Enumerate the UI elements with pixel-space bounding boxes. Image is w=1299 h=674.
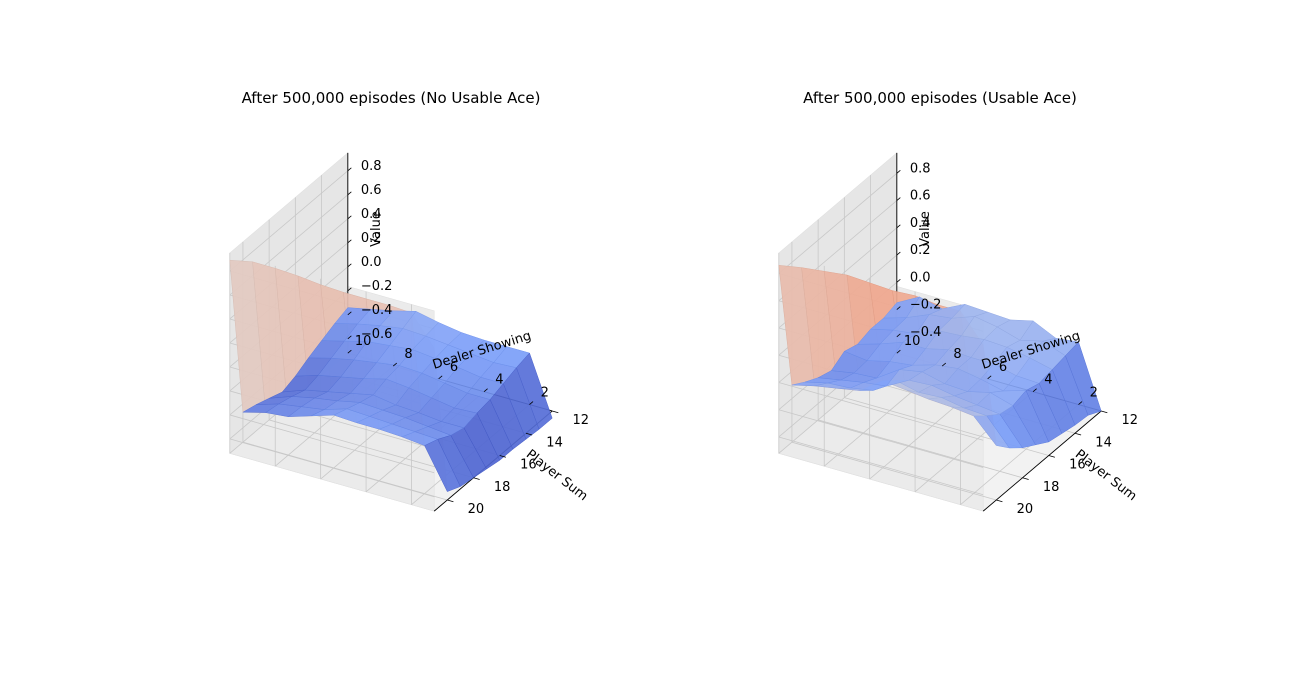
x-tick-mark (987, 375, 992, 380)
surface (229, 259, 553, 492)
gridline-z (778, 382, 984, 441)
z-tick-label: 0.6 (910, 189, 931, 204)
gridline-y (242, 441, 448, 501)
y-tick-label: 14 (546, 435, 563, 450)
y-tick-label: 20 (468, 502, 485, 517)
z-tick-mark (896, 197, 901, 201)
y-tick-mark (499, 455, 506, 458)
x-tick-mark (438, 375, 443, 380)
z-tick-label: −0.4 (910, 325, 942, 340)
z-tick-mark (896, 306, 901, 310)
z-tick-mark (347, 287, 352, 292)
z-tick-label: 0.8 (361, 159, 382, 174)
z-tick-mark (896, 251, 901, 256)
y-tick-mark (1022, 477, 1029, 480)
x-tick-mark (941, 362, 947, 367)
x-tick-label: 4 (495, 373, 503, 388)
z-tick-mark (896, 333, 901, 338)
z-axis-label: Value (369, 211, 384, 247)
gridline-z (229, 414, 435, 474)
x-tick-mark (392, 362, 398, 367)
x-tick-label: 10 (355, 334, 372, 349)
plot-no-usable-ace: 2 4 6 8 10 12 14 16 18 20 −0.6 −0.4 −0.2 0.0 0.2 0.4 0.6… (229, 89, 590, 517)
x-tick-mark (347, 349, 352, 354)
z-tick-mark (347, 263, 352, 268)
gridline-z (229, 438, 435, 498)
y-tick-label: 20 (1017, 502, 1034, 517)
tick-labels: 2 4 6 8 10 12 14 16 18 20 −0.6 −0.4 −0.2 0.0 0.2 0.4 0.6… (347, 159, 590, 517)
z-tick-label: 0.6 (361, 183, 382, 198)
z-tick-mark (896, 169, 901, 174)
gridline-y (818, 419, 1023, 479)
z-tick-label: 0.2 (910, 243, 931, 258)
z-tick-label: 0.4 (361, 207, 382, 222)
x-tick-mark (529, 401, 534, 405)
y-axis-label: Player Sum (523, 447, 590, 504)
gridline-z (229, 170, 349, 272)
y-tick-mark (1101, 410, 1108, 414)
y-tick-mark (1048, 455, 1055, 458)
surface-patch (883, 296, 921, 319)
z-tick-label: −0.2 (910, 298, 942, 313)
plot-usable-ace: 2468101214161820−0.4−0.20.00.20.40.60.8D… (778, 89, 1139, 517)
z-tick-label: −0.4 (361, 303, 393, 318)
z-tick-mark (896, 279, 901, 283)
surface-patch (516, 352, 553, 430)
gridline-z (778, 173, 898, 274)
y-tick-mark (473, 477, 480, 480)
y-tick-mark (552, 410, 559, 414)
y-tick-label: 12 (573, 413, 590, 428)
surface-patch (1065, 341, 1102, 416)
z-tick-mark (347, 335, 352, 340)
x-tick-label: 8 (404, 347, 412, 362)
y-tick-label: 18 (1043, 480, 1060, 495)
z-tick-label: 0.8 (910, 161, 931, 176)
z-axis-label: Value (918, 211, 933, 247)
y-tick-label: 18 (494, 480, 511, 495)
y-tick-mark (525, 432, 533, 436)
y-tick-label: 16 (1069, 458, 1086, 473)
chart-title: After 500,000 episodes (No Usable Ace) (242, 89, 541, 107)
y-tick-mark (996, 499, 1003, 503)
x-tick-label: 6 (999, 360, 1007, 375)
z-tick-mark (347, 239, 352, 244)
y-axis-line (982, 410, 1102, 512)
z-tick-mark (347, 167, 352, 172)
y-tick-mark (447, 499, 454, 503)
x-tick-label: 4 (1044, 373, 1052, 388)
x-tick-label: 6 (450, 360, 458, 375)
chart-title: After 500,000 episodes (Usable Ace) (803, 89, 1077, 107)
y-tick-label: 12 (1122, 413, 1139, 428)
z-tick-mark (347, 191, 352, 196)
z-tick-label: 0.0 (361, 255, 382, 270)
z-tick-mark (896, 224, 901, 229)
y-tick-label: 14 (1095, 435, 1112, 450)
x-tick-mark (896, 349, 901, 354)
z-tick-mark (347, 311, 352, 316)
y-tick-label: 16 (520, 458, 537, 473)
x-tick-mark (1032, 388, 1037, 393)
z-tick-label: −0.2 (361, 279, 393, 294)
gridline-y (791, 441, 997, 501)
x-tick-mark (483, 388, 488, 393)
y-tick-mark (1074, 432, 1082, 436)
x-tick-label: 8 (953, 347, 961, 362)
z-tick-mark (347, 215, 352, 220)
z-tick-label: 0.4 (910, 216, 931, 231)
tick-labels: 2 4 6 8 10 12 14 16 18 20 −0.4 −0.2 0.0 0.2 0.4 0.6 0.8 (896, 161, 1139, 517)
x-tick-label: 2 (1090, 386, 1098, 401)
gridline-z (778, 409, 984, 468)
x-tick-mark (1078, 401, 1083, 405)
x-tick-label: 2 (541, 386, 549, 401)
z-tick-label: 0.0 (910, 270, 931, 285)
surface (778, 265, 1102, 449)
x-tick-label: 10 (904, 334, 921, 349)
surface-patch (334, 307, 372, 325)
z-tick-label: 0.2 (361, 231, 382, 246)
y-axis-label: Player Sum (1072, 447, 1139, 504)
gridline-z (778, 436, 984, 496)
z-tick-label: −0.6 (361, 327, 393, 342)
